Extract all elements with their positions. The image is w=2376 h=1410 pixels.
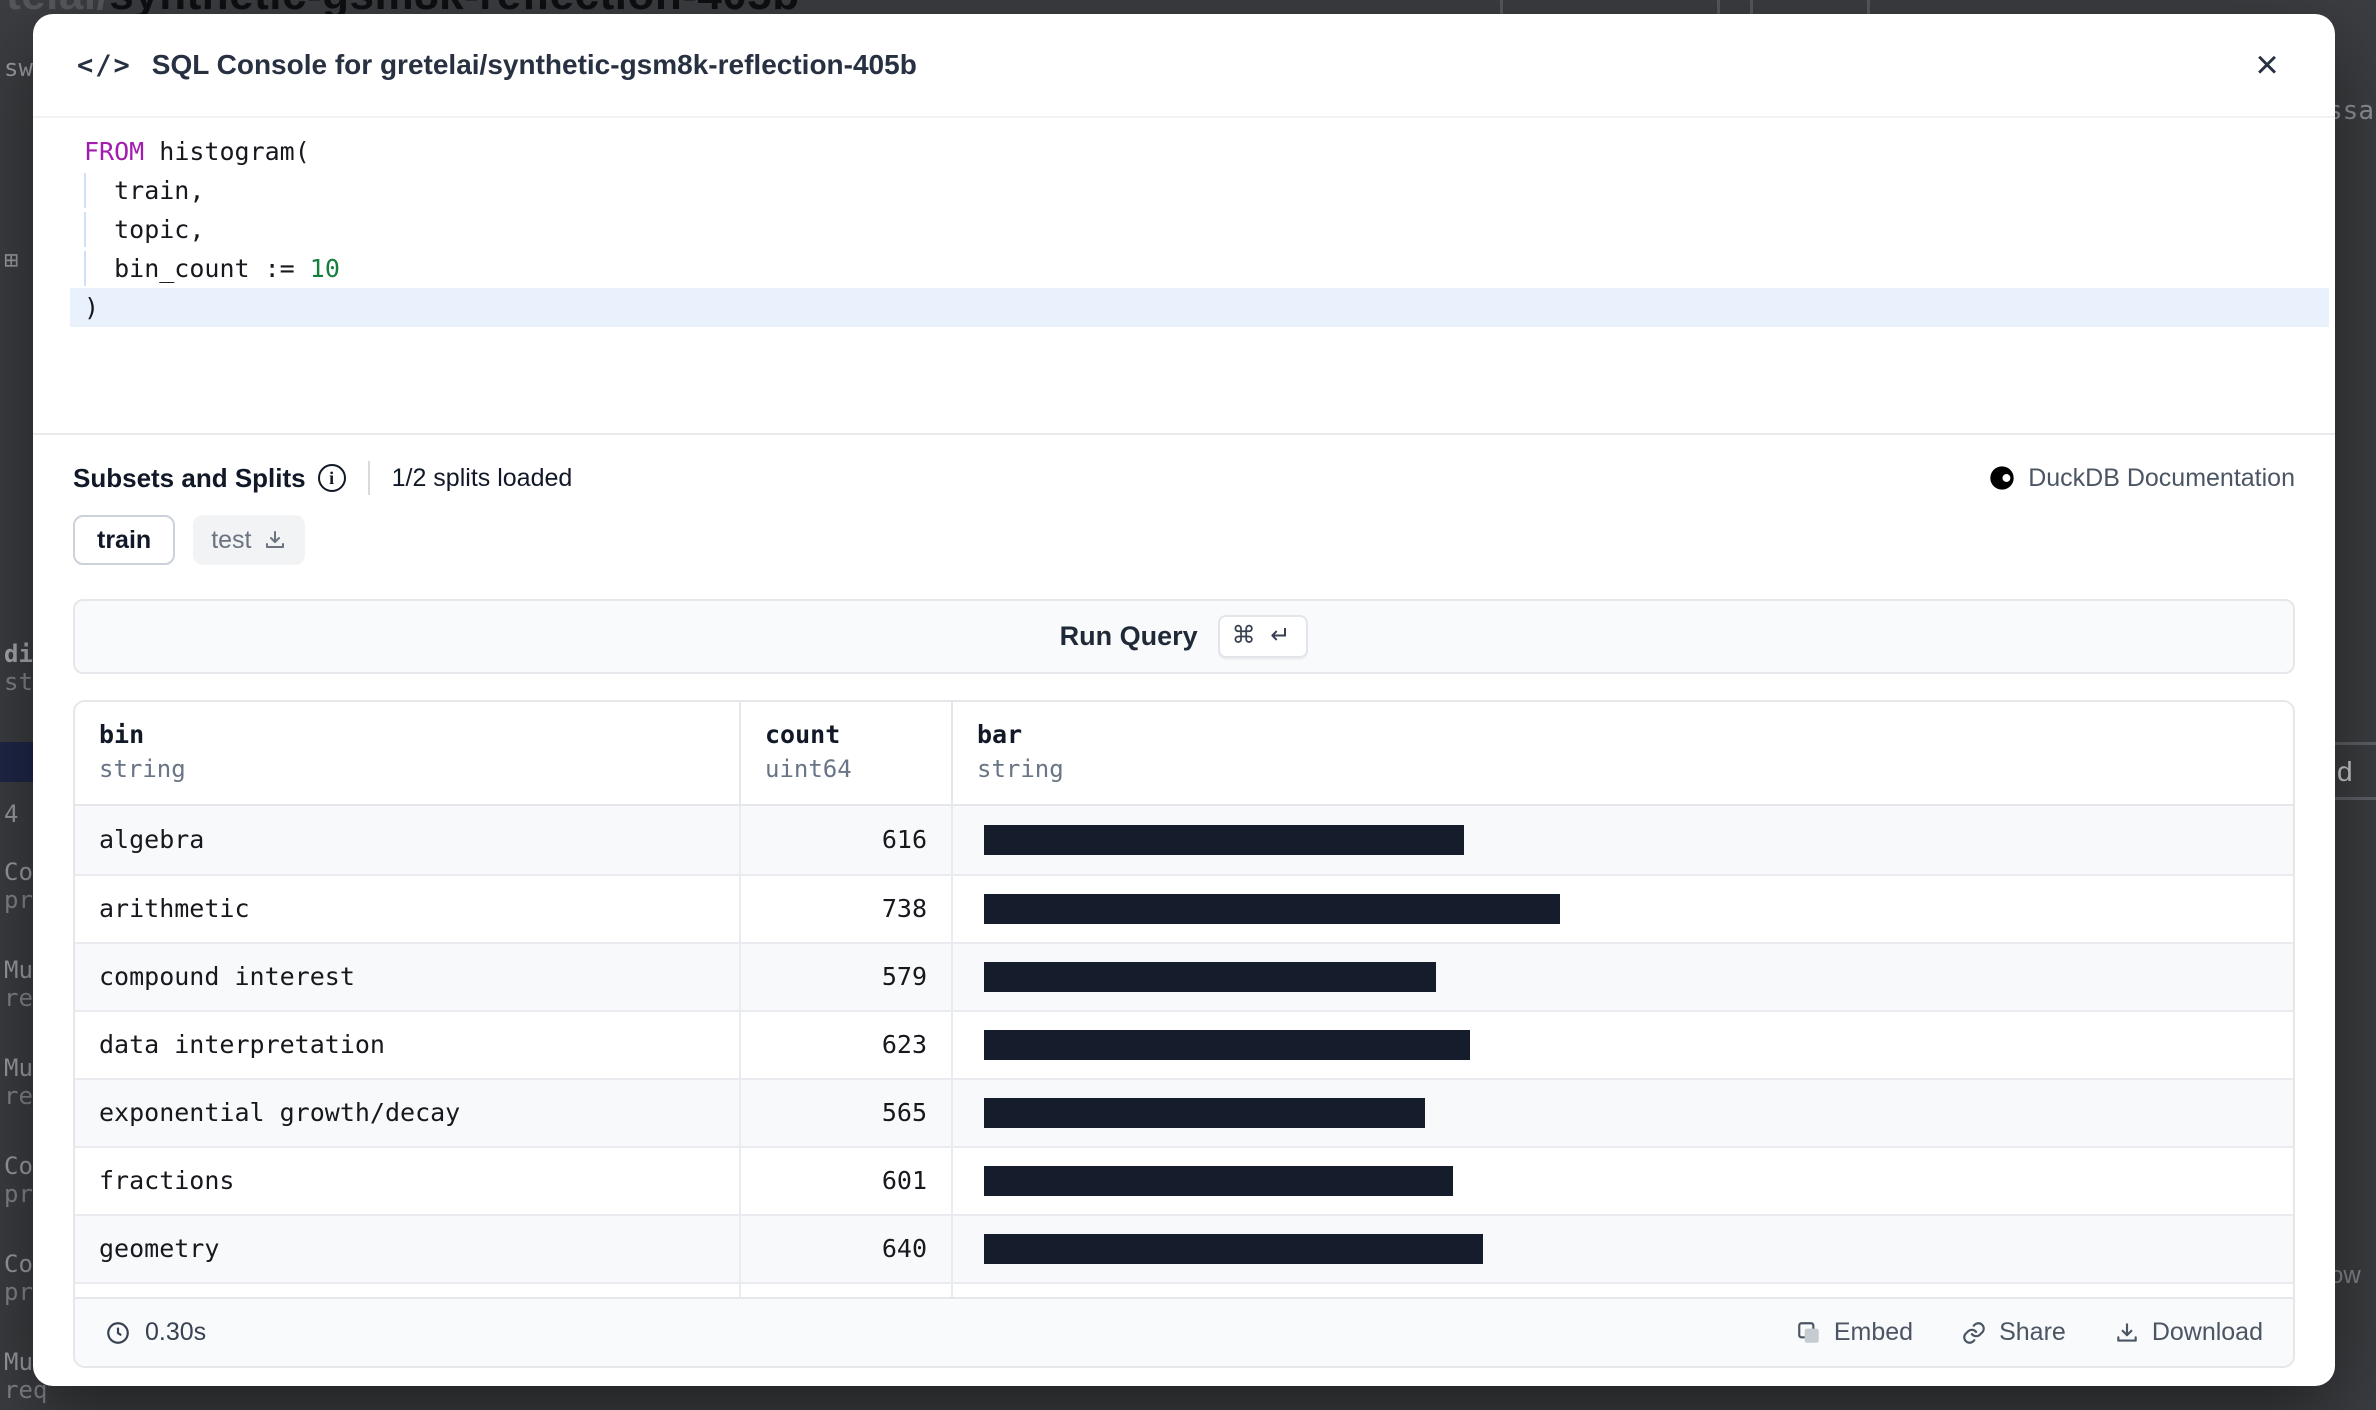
indent-guide bbox=[84, 173, 86, 208]
table-row: data interpretation 623 bbox=[75, 1009, 2293, 1078]
histogram-bar bbox=[984, 893, 1560, 924]
results-footer: 0.30s Embed Share Download bbox=[75, 1297, 2293, 1366]
histogram-bar bbox=[984, 1233, 1483, 1264]
table-row: algebra 616 bbox=[75, 805, 2293, 874]
clock-icon bbox=[107, 1321, 129, 1344]
divider bbox=[367, 461, 370, 495]
bin-cell: data interpretation bbox=[99, 1030, 385, 1060]
share-icon bbox=[1963, 1321, 1985, 1344]
split-pill-label: train bbox=[97, 525, 152, 554]
query-duration: 0.30s bbox=[105, 1318, 206, 1347]
histogram-bar bbox=[984, 1097, 1425, 1128]
subsets-section: Subsets and Splits i 1/2 splits loaded D… bbox=[33, 435, 2335, 565]
table-row: arithmetic 738 bbox=[75, 873, 2293, 942]
histogram-bar bbox=[984, 1029, 1470, 1060]
subsets-title: Subsets and Splits bbox=[73, 462, 306, 493]
modal-title: SQL Console for gretelai/synthetic-gsm8k… bbox=[151, 49, 917, 80]
run-query-button[interactable]: Run Query ⌘ ↵ bbox=[73, 599, 2295, 674]
table-row: fractions 601 bbox=[75, 1145, 2293, 1214]
duckdb-logo-icon bbox=[1990, 466, 2014, 490]
bar-cell bbox=[951, 1079, 2293, 1146]
code-line-active: ) bbox=[70, 288, 2329, 327]
modal-header: </> SQL Console for gretelai/synthetic-g… bbox=[33, 14, 2335, 118]
bin-cell: fractions bbox=[99, 1166, 235, 1196]
info-icon[interactable]: i bbox=[317, 464, 346, 492]
section-divider bbox=[33, 433, 2335, 435]
code-line: FROM histogram( bbox=[84, 137, 310, 166]
action-label: Download bbox=[2151, 1318, 2263, 1347]
indent-guide bbox=[84, 212, 86, 247]
table-row: exponential growth/decay 565 bbox=[75, 1077, 2293, 1146]
table-row-partial bbox=[75, 1281, 2293, 1298]
count-cell: 738 bbox=[739, 875, 951, 942]
bar-cell bbox=[951, 1147, 2293, 1214]
bar-cell bbox=[951, 875, 2293, 942]
footer-actions: Embed Share Download bbox=[1796, 1318, 2263, 1347]
download-icon bbox=[2117, 1322, 2137, 1342]
count-cell: 623 bbox=[739, 1011, 951, 1078]
indent-guide bbox=[84, 251, 86, 286]
table-header: bin string count uint64 bar string bbox=[75, 701, 2293, 806]
code-line: bin_count := 10 bbox=[70, 249, 2335, 288]
close-icon[interactable]: × bbox=[2243, 41, 2291, 89]
split-pills: train test bbox=[73, 515, 2295, 565]
code-line: topic, bbox=[70, 210, 2335, 249]
bar-cell bbox=[951, 1215, 2293, 1282]
download-icon bbox=[266, 531, 285, 548]
bar-cell bbox=[951, 943, 2293, 1010]
count-cell: 640 bbox=[739, 1215, 951, 1282]
splits-loaded-status: 1/2 splits loaded bbox=[391, 463, 573, 492]
count-cell: 579 bbox=[739, 943, 951, 1010]
embed-icon bbox=[1798, 1321, 1819, 1343]
sql-editor[interactable]: FROM histogram( train, topic, bin_count … bbox=[33, 118, 2335, 433]
bin-cell: algebra bbox=[99, 825, 205, 855]
background-fragment: sw bbox=[4, 54, 33, 82]
duckdb-documentation-link[interactable]: DuckDB Documentation bbox=[1988, 464, 2295, 493]
column-header-bar: bar string bbox=[951, 701, 2293, 804]
table-row: compound interest 579 bbox=[75, 941, 2293, 1010]
histogram-bar bbox=[984, 1165, 1453, 1196]
histogram-bar bbox=[984, 961, 1436, 992]
code-line: train, bbox=[70, 171, 2335, 210]
action-label: Embed bbox=[1833, 1318, 1914, 1347]
results-panel: bin string count uint64 bar string algebra 616… bbox=[73, 699, 2295, 1368]
split-pill-test[interactable]: test bbox=[193, 515, 306, 565]
bin-cell: geometry bbox=[99, 1234, 220, 1264]
table-row: geometry 640 bbox=[75, 1213, 2293, 1282]
action-label: Share bbox=[1999, 1318, 2066, 1347]
keyboard-shortcut-badge: ⌘ ↵ bbox=[1217, 614, 1309, 658]
embed-button[interactable]: Embed bbox=[1796, 1318, 1913, 1347]
split-pill-label: test bbox=[211, 525, 252, 554]
bin-cell: compound interest bbox=[99, 962, 355, 992]
bin-cell: arithmetic bbox=[99, 894, 250, 924]
bar-cell bbox=[951, 1011, 2293, 1078]
count-cell bbox=[739, 1283, 951, 1298]
run-query-label: Run Query bbox=[1059, 620, 1198, 651]
bin-cell: exponential growth/decay bbox=[99, 1098, 461, 1128]
share-button[interactable]: Share bbox=[1961, 1318, 2066, 1347]
bar-cell bbox=[951, 805, 2293, 874]
column-header-bin: bin string bbox=[99, 719, 186, 783]
results-scroll-area[interactable]: bin string count uint64 bar string algebra 616… bbox=[75, 701, 2293, 1298]
split-pill-train[interactable]: train bbox=[73, 515, 176, 565]
histogram-bar bbox=[984, 824, 1464, 855]
bin-cell bbox=[75, 1284, 739, 1297]
code-icon: </> bbox=[77, 49, 132, 81]
count-cell: 601 bbox=[739, 1147, 951, 1214]
column-header-count: count uint64 bbox=[739, 701, 951, 804]
sql-console-modal: </> SQL Console for gretelai/synthetic-g… bbox=[33, 14, 2335, 1386]
bar-cell bbox=[951, 1283, 2293, 1298]
count-cell: 565 bbox=[739, 1079, 951, 1146]
count-cell: 616 bbox=[739, 805, 951, 874]
table-body: algebra 616 arithmetic 738 compound interest… bbox=[75, 805, 2293, 1298]
download-button[interactable]: Download bbox=[2114, 1318, 2263, 1347]
